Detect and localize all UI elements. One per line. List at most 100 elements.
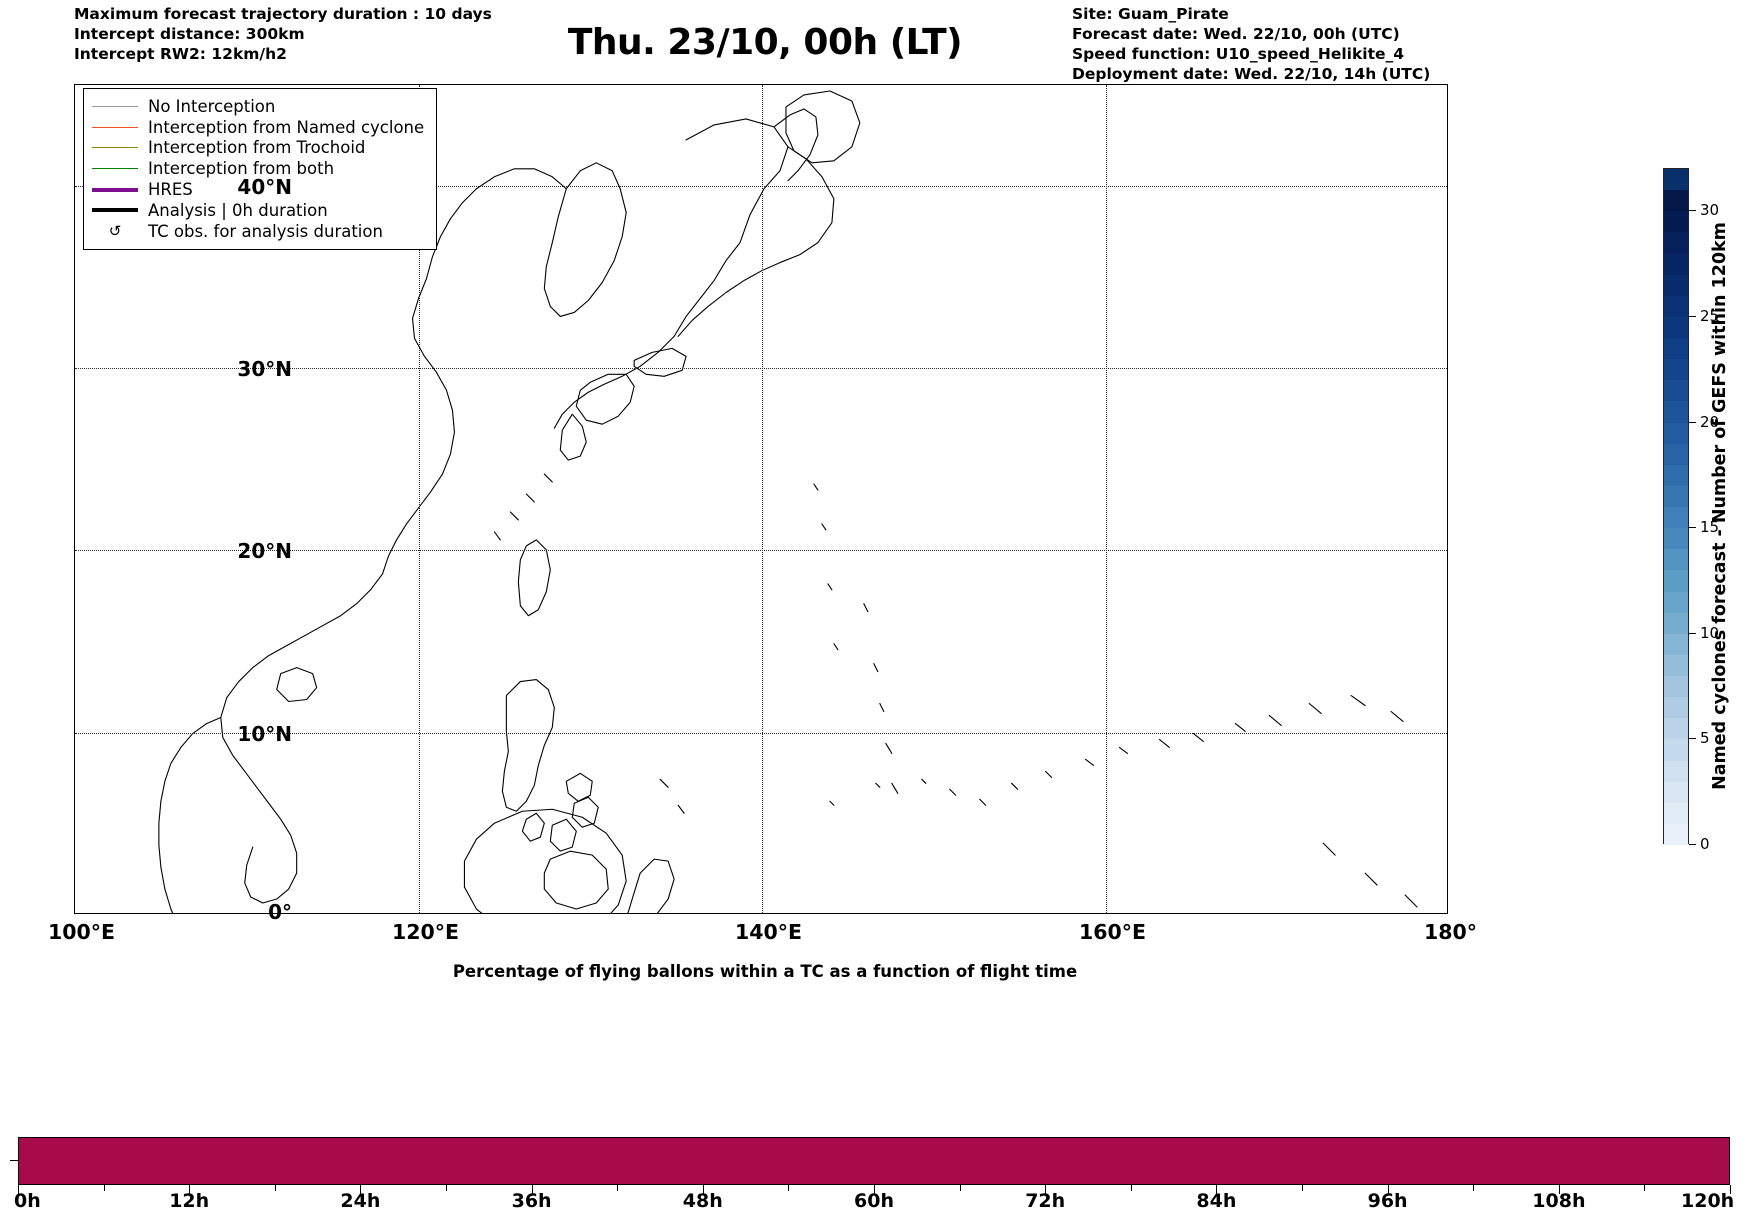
colorbar-segment [1664,380,1688,402]
colorbar-segment [1664,507,1688,529]
map-ylabel-40: 40°N [237,175,292,199]
colorbar-segment [1664,633,1688,655]
bottom-chart-tick-label: 108h [1532,1190,1586,1212]
map-panel[interactable]: No Interception Interception from Named … [74,84,1448,914]
colorbar-tick [1689,315,1696,317]
speed-function-line: Speed function: U10_speed_Helikite_4 [1072,45,1405,64]
colorbar-segment [1664,760,1688,782]
colorbar-tick-label: 20 [1700,412,1720,431]
legend-item-hres[interactable]: HRES [92,179,424,200]
header-left-line-2: Intercept distance: 300km [74,25,305,44]
gridline-lat-20 [75,550,1447,552]
bottom-chart-minor-tick [1644,1185,1646,1191]
colorbar-segment [1664,781,1688,803]
bottom-chart-tick-label: 60h [854,1190,894,1212]
colorbar-segment [1664,739,1688,761]
colorbar[interactable]: 0 5 10 15 20 25 30 [1663,168,1719,853]
colorbar-segment [1664,316,1688,338]
bottom-chart-minor-tick [959,1185,961,1191]
bottom-chart-tick [531,1185,533,1194]
bottom-chart-tick [1216,1185,1218,1194]
bottom-chart-tick [1045,1185,1047,1194]
legend-item-both[interactable]: Interception from both [92,158,424,179]
colorbar-tick [1689,421,1696,423]
gridline-lat-30 [75,368,1447,370]
colorbar-segment [1664,232,1688,254]
colorbar-tick [1689,210,1696,212]
bottom-chart-tick-label: 48h [682,1190,723,1212]
map-xlabel-100: 100°E [48,920,116,944]
legend-item-label: Interception from Named cyclone [148,117,425,137]
colorbar-segment [1664,718,1688,740]
legend-line-swatch [92,187,138,192]
colorbar-segment [1664,211,1688,233]
colorbar-axis-label: Named cyclones forecast - Number of GEFS… [1705,168,1735,844]
bottom-chart-tick-label: 24h [340,1190,381,1212]
legend-item-label: TC obs. for analysis duration [148,221,383,241]
legend-item-named-cyclone[interactable]: Interception from Named cyclone [92,117,424,138]
colorbar-tick [1689,527,1696,529]
colorbar-segment [1664,464,1688,486]
header-left-block: Maximum forecast trajectory duration : 1… [74,4,492,64]
legend-item-label: Interception from Trochoid [148,138,366,158]
colorbar-segment [1664,528,1688,550]
map-xlabel-140: 140°E [735,920,803,944]
colorbar-segment [1664,295,1688,317]
colorbar-tick-label: 30 [1700,201,1720,220]
legend-item-label: HRES [148,180,193,200]
bottom-chart-minor-tick [274,1185,276,1191]
bottom-chart-minor-tick [446,1185,447,1191]
legend-item-label: Analysis | 0h duration [148,200,328,220]
gridline-lon-120 [418,85,420,913]
legend-line-swatch [92,126,138,128]
bottom-chart-tick [360,1185,362,1194]
colorbar-tick-label: 5 [1700,729,1710,748]
forecast-date-line: Forecast date: Wed. 22/10, 00h (UTC) [1072,25,1400,44]
colorbar-segment [1664,549,1688,571]
bottom-chart-tick-label: 0h [14,1190,41,1212]
map-legend: No Interception Interception from Named … [83,88,438,250]
cyclone-marker-icon: ↺ [108,221,122,240]
bottom-chart-axes[interactable] [18,1137,1730,1185]
colorbar-segment [1664,169,1688,191]
legend-item-tc-obs[interactable]: ↺ TC obs. for analysis duration [92,221,424,242]
legend-item-label: Interception from both [148,159,335,179]
colorbar-segment [1664,401,1688,423]
colorbar-segment [1664,697,1688,719]
gridline-lon-160 [1105,85,1107,913]
bottom-chart-ytick [10,1160,18,1161]
bottom-chart-minor-tick [1473,1185,1475,1191]
colorbar-segment [1664,359,1688,381]
colorbar-tick [1689,844,1696,845]
bottom-chart-tick [1387,1185,1389,1194]
map-xlabel-180: 180° [1424,920,1478,944]
bottom-chart-tick-label: 12h [169,1190,210,1212]
bottom-chart-minor-tick [617,1185,619,1191]
bottom-chart-tick-label: 120h [1681,1190,1735,1212]
bottom-chart-title: Percentage of flying ballons within a TC… [452,962,1078,981]
header-right-block: Site: Guam_Pirate Forecast date: Wed. 22… [1072,4,1430,85]
bottom-chart-tick-label: 96h [1367,1190,1408,1212]
colorbar-tick-label: 15 [1700,518,1720,537]
header-left-line-1: Maximum forecast trajectory duration : 1… [74,5,492,23]
colorbar-tick-label: 10 [1700,623,1720,642]
legend-item-no-interception[interactable]: No Interception [92,96,424,117]
flight-time-bar[interactable] [19,1138,1729,1184]
bottom-chart-tick-label: 84h [1196,1190,1237,1212]
bottom-chart-tick-label: 72h [1025,1190,1066,1212]
legend-item-label: No Interception [148,96,276,116]
map-ylabel-10: 10°N [237,722,292,746]
colorbar-gradient [1663,168,1689,845]
legend-item-trochoid[interactable]: Interception from Trochoid [92,138,424,159]
bottom-chart-minor-tick [1130,1185,1132,1191]
map-ylabel-0: 0° [268,900,292,924]
legend-line-swatch [92,168,138,170]
legend-line-swatch [92,208,138,213]
site-line: Site: Guam_Pirate [1072,5,1229,23]
colorbar-segment [1664,190,1688,212]
map-ylabel-20: 20°N [237,539,292,563]
legend-item-analysis[interactable]: Analysis | 0h duration [92,200,424,221]
gridline-lat-40 [75,185,1447,187]
gridline-lon-140 [762,85,763,913]
bottom-chart-tick [702,1185,704,1194]
